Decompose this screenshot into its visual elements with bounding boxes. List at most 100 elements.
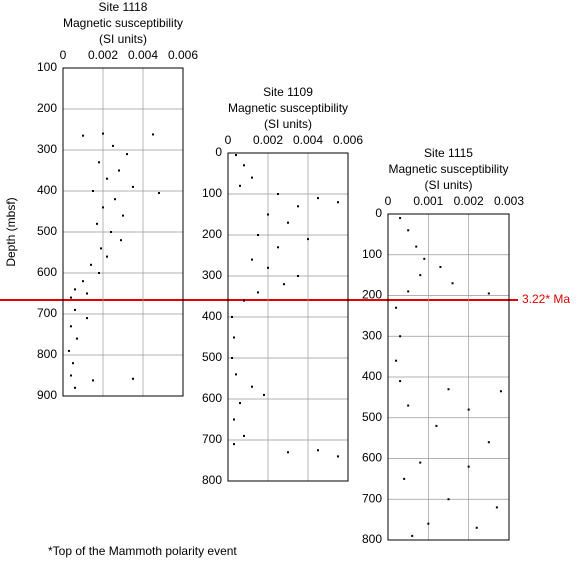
- point: [307, 238, 309, 241]
- point: [70, 325, 72, 328]
- point: [231, 316, 233, 318]
- point: [110, 231, 112, 233]
- point: [267, 266, 269, 269]
- panel-title: Site 1109: [263, 85, 313, 99]
- point: [243, 434, 245, 437]
- point: [495, 506, 498, 509]
- x-tick-label: 0.006: [333, 133, 363, 147]
- point: [158, 192, 160, 195]
- point: [120, 239, 122, 242]
- y-tick-label: 400: [362, 369, 382, 383]
- point: [487, 441, 490, 444]
- point: [399, 217, 402, 220]
- point: [86, 317, 88, 320]
- x-tick-label: 0.006: [168, 48, 198, 62]
- panel-units: (SI units): [99, 32, 147, 46]
- point: [239, 184, 241, 187]
- point: [132, 185, 134, 188]
- point: [102, 132, 104, 135]
- y-tick-label: 700: [37, 306, 57, 320]
- point: [317, 449, 319, 452]
- plot-frame: [387, 213, 510, 541]
- point: [233, 418, 235, 421]
- point: [297, 205, 299, 208]
- y-tick-label: 400: [37, 183, 57, 197]
- point: [100, 247, 102, 250]
- point: [475, 526, 478, 529]
- point: [233, 443, 235, 446]
- point: [447, 388, 450, 391]
- point: [68, 349, 70, 352]
- point: [267, 213, 269, 216]
- y-tick-label: 300: [362, 328, 382, 342]
- y-tick-label: 100: [37, 60, 57, 74]
- y-tick-label: 0: [375, 206, 382, 220]
- point: [439, 265, 442, 268]
- point: [90, 263, 92, 266]
- point: [239, 402, 241, 405]
- y-tick-label: 500: [37, 224, 57, 238]
- point: [86, 292, 88, 295]
- panel-title: Site 1118: [99, 0, 148, 14]
- x-tick-label: 0.001: [413, 194, 443, 208]
- x-tick-label: 0.002: [454, 194, 484, 208]
- point: [122, 214, 124, 217]
- x-tick-label: 0.004: [293, 133, 323, 147]
- point: [435, 424, 438, 427]
- x-tick-label: 0: [225, 133, 232, 147]
- point: [114, 198, 116, 201]
- point: [423, 257, 426, 260]
- point: [126, 153, 128, 156]
- point: [297, 275, 299, 277]
- point: [233, 336, 235, 339]
- point: [235, 373, 237, 376]
- point: [277, 193, 279, 195]
- y-tick-label: 600: [202, 391, 222, 405]
- point: [251, 258, 253, 261]
- y-tick-label: 300: [202, 268, 222, 282]
- point: [395, 306, 398, 309]
- point: [337, 455, 339, 458]
- y-tick-label: 900: [37, 388, 57, 402]
- point: [82, 280, 84, 283]
- point: [76, 337, 78, 340]
- point: [257, 234, 259, 236]
- point: [467, 408, 470, 411]
- point: [451, 282, 454, 285]
- point: [257, 291, 259, 294]
- point: [419, 461, 422, 464]
- panel-subtitle: Magnetic susceptibility: [63, 16, 183, 30]
- event-label: 3.22* Ma: [522, 292, 570, 306]
- point: [92, 379, 94, 382]
- point: [399, 380, 402, 383]
- point: [277, 246, 279, 249]
- x-tick-label: 0.002: [253, 133, 283, 147]
- point: [74, 308, 76, 311]
- point: [467, 465, 470, 468]
- point: [403, 477, 406, 480]
- point: [251, 385, 253, 388]
- panel-units: (SI units): [264, 117, 312, 131]
- y-tick-label: 700: [362, 491, 382, 505]
- point: [152, 133, 154, 136]
- point: [415, 245, 418, 248]
- y-tick-label: 700: [202, 432, 222, 446]
- point: [395, 359, 398, 362]
- y-tick-label: 600: [362, 451, 382, 465]
- y-axis-label: Depth (mbsf): [4, 197, 18, 266]
- point: [427, 522, 430, 525]
- point: [102, 206, 104, 209]
- point: [106, 177, 108, 180]
- panel-subtitle: Magnetic susceptibility: [388, 162, 508, 176]
- point: [419, 274, 422, 277]
- point: [106, 255, 108, 258]
- point: [231, 357, 233, 359]
- point: [407, 404, 410, 407]
- point: [82, 134, 84, 137]
- x-tick-label: 0: [385, 194, 392, 208]
- point: [407, 229, 410, 232]
- y-tick-label: 0: [215, 145, 222, 159]
- y-tick-label: 200: [37, 101, 57, 115]
- point: [447, 498, 450, 501]
- y-tick-label: 500: [362, 410, 382, 424]
